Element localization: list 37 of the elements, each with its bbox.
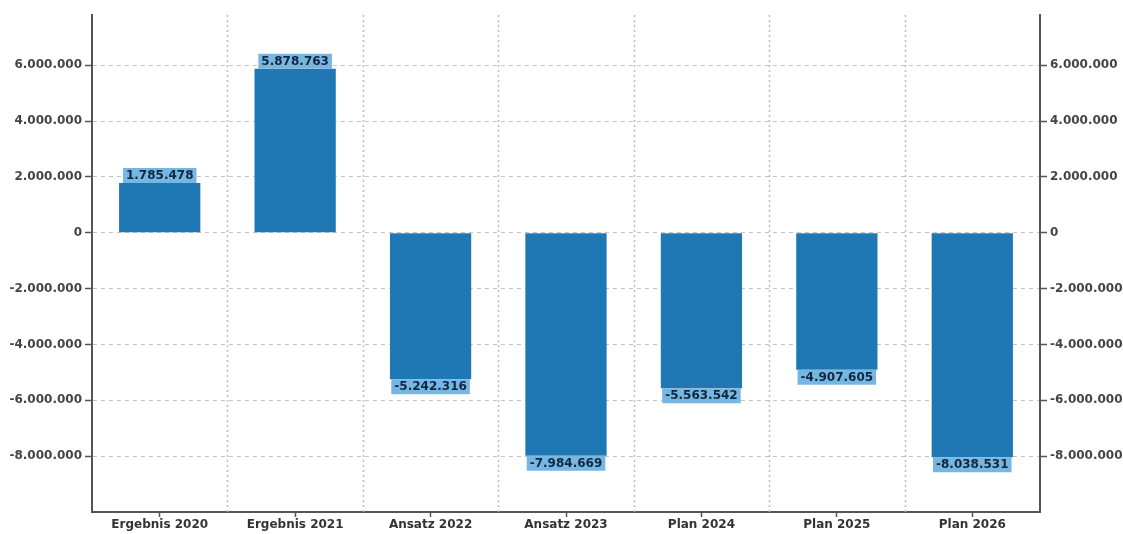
data-label: -5.563.542 (665, 388, 738, 403)
y2-tick-label: -2.000.000 (1050, 280, 1123, 295)
y-tick-label: 6.000.000 (14, 57, 82, 72)
bar (525, 233, 607, 456)
y2-tick-label: -4.000.000 (1050, 336, 1123, 351)
y-tick-label: -2.000.000 (9, 280, 82, 295)
y-tick-label: 2.000.000 (14, 169, 82, 184)
y2-tick-label: -6.000.000 (1050, 392, 1123, 407)
y-tick-label: 0 (73, 224, 82, 239)
bar (660, 233, 743, 389)
data-label: -8.038.531 (936, 457, 1009, 472)
y2-tick-label: 6.000.000 (1050, 57, 1118, 72)
data-label: 5.878.763 (261, 53, 329, 68)
y2-tick-label: -8.000.000 (1050, 448, 1123, 463)
data-label: -5.242.316 (394, 379, 467, 394)
data-label: 1.785.478 (125, 168, 194, 183)
data-label: -7.984.669 (529, 455, 603, 470)
y2-tick-label: 0 (1050, 224, 1059, 239)
x-tick-label: Ergebnis 2020 (111, 517, 209, 532)
x-tick-label: Ergebnis 2021 (246, 517, 344, 532)
bar (119, 182, 201, 233)
y-tick-label: -4.000.000 (9, 336, 82, 351)
bar (389, 233, 472, 380)
bar (254, 68, 336, 233)
x-tick-label: Plan 2024 (667, 517, 735, 532)
x-tick-label: Plan 2025 (803, 517, 871, 532)
y2-tick-label: 4.000.000 (1050, 113, 1118, 128)
y-tick-label: -8.000.000 (9, 448, 82, 463)
y-tick-label: 4.000.000 (14, 113, 82, 128)
data-label: -4.907.605 (800, 369, 874, 384)
bar (931, 233, 1013, 458)
x-tick-label: Ansatz 2022 (388, 517, 473, 532)
x-tick-label: Plan 2026 (938, 517, 1006, 532)
y2-tick-label: 2.000.000 (1050, 169, 1118, 184)
y-tick-label: -6.000.000 (9, 392, 82, 407)
bar (796, 233, 878, 370)
x-tick-label: Ansatz 2023 (524, 517, 608, 532)
